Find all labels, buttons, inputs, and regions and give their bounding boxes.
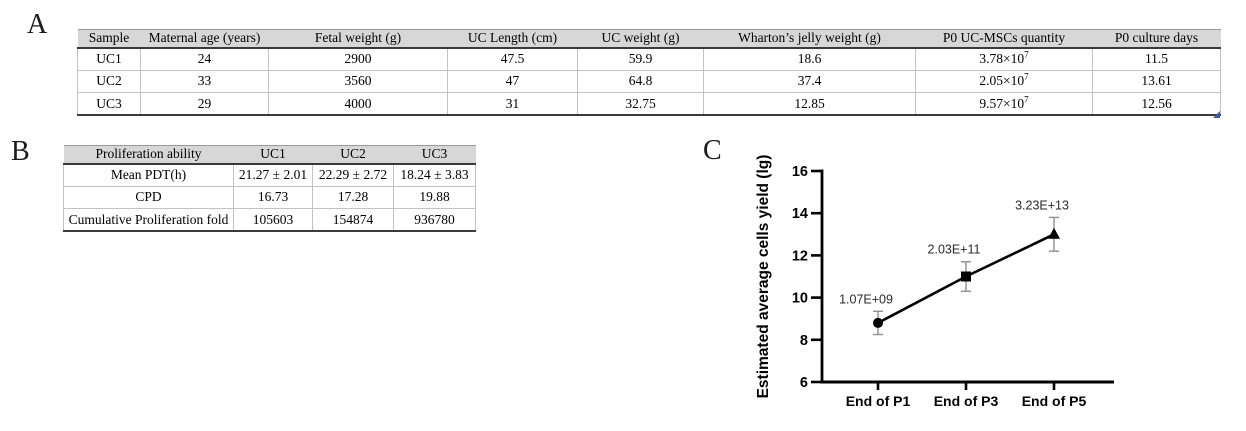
x-tick-label: End of P3 xyxy=(934,393,999,409)
table-cell: 47 xyxy=(447,69,578,93)
panel-label-b: B xyxy=(11,136,30,167)
table-cell: 29 xyxy=(140,92,269,116)
table-cell: Cumulative Proliferation fold xyxy=(63,208,234,232)
table-cell: 22.29 ± 2.72 xyxy=(312,163,394,187)
table-cell: 2900 xyxy=(268,47,448,71)
table-cell: UC1 xyxy=(77,47,141,71)
panel-label-a: A xyxy=(27,9,48,40)
column-header: UC Length (cm) xyxy=(447,29,578,49)
table-cell: 11.5 xyxy=(1092,47,1221,71)
table-cell: CPD xyxy=(63,185,234,209)
table-row: UC2 33 3560 47 64.8 37.4 2.05×107 13.61 xyxy=(77,69,1221,93)
y-tick-label: 6 xyxy=(800,375,808,391)
table-cell: UC2 xyxy=(77,69,141,93)
table-cell: 13.61 xyxy=(1092,69,1221,93)
table-cell: 33 xyxy=(140,69,269,93)
table-cell: 154874 xyxy=(312,208,394,232)
table-cell: 24 xyxy=(140,47,269,71)
table-cell: 19.88 xyxy=(393,185,476,209)
table-cell: 21.27 ± 2.01 xyxy=(233,163,313,187)
data-point-triangle xyxy=(1048,227,1060,239)
table-row: CPD 16.73 17.28 19.88 xyxy=(63,185,476,209)
column-header: Wharton’s jelly weight (g) xyxy=(703,29,916,49)
column-header: UC2 xyxy=(312,145,394,165)
table-cell: 37.4 xyxy=(703,69,916,93)
table-cell: 16.73 xyxy=(233,185,313,209)
table-cell: Mean PDT(h) xyxy=(63,163,234,187)
table-cell: 105603 xyxy=(233,208,313,232)
data-point-circle xyxy=(873,317,883,328)
table-cell: 12.56 xyxy=(1092,92,1221,116)
y-tick-label: 16 xyxy=(792,164,808,180)
table-cell: UC3 xyxy=(77,92,141,116)
x-tick-label: End of P5 xyxy=(1022,393,1087,409)
header-row: Proliferation ability UC1 UC2 UC3 xyxy=(63,145,476,165)
column-header: Maternal age (years) xyxy=(140,29,269,49)
table-row: Cumulative Proliferation fold 105603 15487… xyxy=(63,208,476,232)
y-tick-label: 14 xyxy=(792,206,808,222)
column-header: Sample xyxy=(77,29,141,49)
table-row: Mean PDT(h) 21.27 ± 2.01 22.29 ± 2.72 18.24… xyxy=(63,163,476,187)
table-cell: 31 xyxy=(447,92,578,116)
table-cell: 47.5 xyxy=(447,47,578,71)
column-header: UC1 xyxy=(233,145,313,165)
y-tick-label: 8 xyxy=(800,333,808,349)
table-corner-handle[interactable] xyxy=(1213,111,1220,118)
table-cell: 936780 xyxy=(393,208,476,232)
donor-characteristics-table-wrap: Sample Maternal age (years) Fetal weight (… xyxy=(77,29,1221,116)
table-row: UC3 29 4000 31 32.75 12.85 9.57×107 12.56 xyxy=(77,92,1221,116)
table-cell: 18.24 ± 3.83 xyxy=(393,163,476,187)
x-tick-label: End of P1 xyxy=(846,393,911,409)
point-annotation: 2.03E+11 xyxy=(928,243,981,257)
table-cell: 64.8 xyxy=(577,69,704,93)
table-cell: 2.05×107 xyxy=(915,69,1093,93)
proliferation-table-wrap: Proliferation ability UC1 UC2 UC3 Mean PDT(h… xyxy=(63,145,476,232)
column-header: P0 culture days xyxy=(1092,29,1221,49)
column-header: P0 UC-MSCs quantity xyxy=(915,29,1093,49)
proliferation-table: Proliferation ability UC1 UC2 UC3 Mean PDT(h… xyxy=(63,145,476,232)
point-annotation: 1.07E+09 xyxy=(839,292,893,306)
y-tick-label: 12 xyxy=(792,248,808,264)
header-row: Sample Maternal age (years) Fetal weight (… xyxy=(77,29,1221,49)
y-tick-label: 10 xyxy=(792,291,808,307)
column-header: UC weight (g) xyxy=(577,29,704,49)
table-cell: 32.75 xyxy=(577,92,704,116)
table-row: UC1 24 2900 47.5 59.9 18.6 3.78×107 11.5 xyxy=(77,47,1221,71)
point-annotation: 3.23E+13 xyxy=(1015,198,1069,212)
column-header: Proliferation ability xyxy=(63,145,234,165)
column-header: UC3 xyxy=(393,145,476,165)
donor-characteristics-table: Sample Maternal age (years) Fetal weight (… xyxy=(77,29,1221,116)
panel-label-c: C xyxy=(703,135,722,166)
cells-yield-chart: 6 8 10 12 14 16 End of P1 End of P3 End of P5 Est… xyxy=(755,155,1114,409)
table-cell: 3560 xyxy=(268,69,448,93)
data-point-square xyxy=(961,271,971,282)
table-cell: 18.6 xyxy=(703,47,916,71)
table-cell: 4000 xyxy=(268,92,448,116)
table-cell: 12.85 xyxy=(703,92,916,116)
table-cell: 17.28 xyxy=(312,185,394,209)
table-cell: 59.9 xyxy=(577,47,704,71)
table-cell: 3.78×107 xyxy=(915,47,1093,71)
table-cell: 9.57×107 xyxy=(915,92,1093,116)
column-header: Fetal weight (g) xyxy=(268,29,448,49)
y-axis-title: Estimated average cells yield (lg) xyxy=(755,155,772,399)
